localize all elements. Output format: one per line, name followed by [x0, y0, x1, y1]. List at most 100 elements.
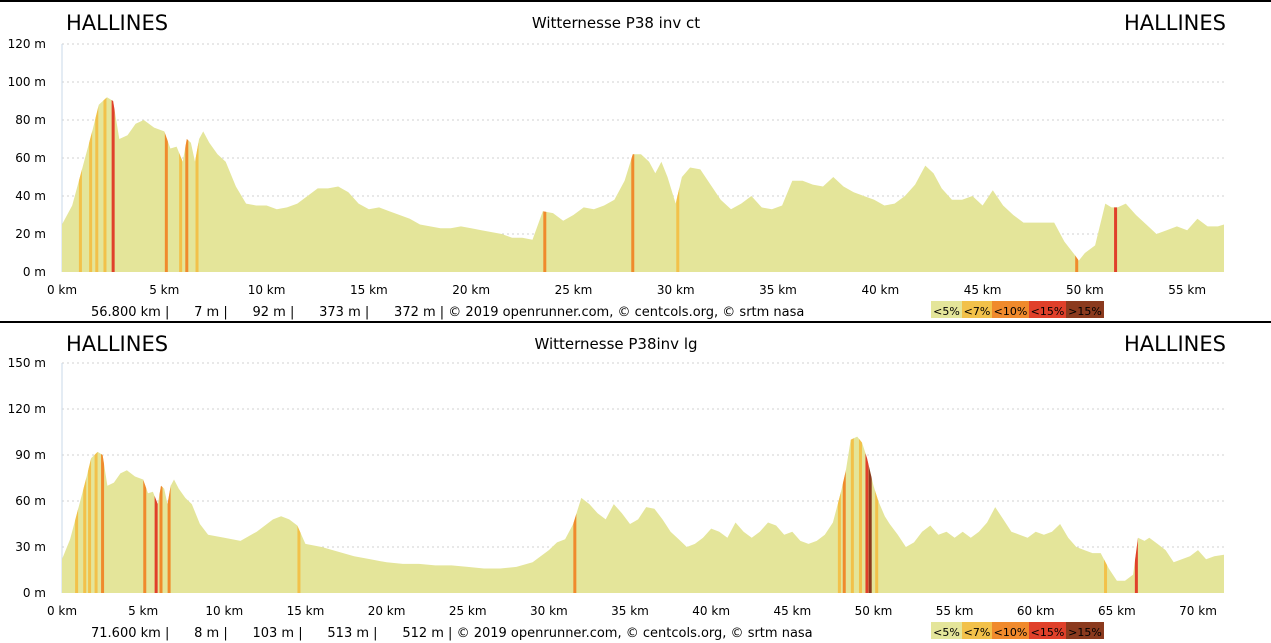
x-tick-label: 45 km: [964, 283, 1002, 297]
x-tick-label: 35 km: [759, 283, 797, 297]
x-tick-label: 70 km: [1179, 604, 1217, 618]
x-tick-label: 40 km: [692, 604, 730, 618]
x-tick-label: 0 km: [47, 604, 77, 618]
steep-segment: [185, 97, 189, 272]
legend-label: <15%: [1031, 305, 1065, 318]
legend-label: <7%: [964, 305, 991, 318]
steep-segment: [159, 436, 163, 593]
legend-label: <15%: [1031, 626, 1065, 639]
y-tick-label: 0 m: [23, 586, 46, 600]
legend-label: >15%: [1068, 626, 1102, 639]
legend-swatch: [1029, 622, 1066, 639]
y-tick-label: 120 m: [8, 402, 46, 416]
y-tick-label: 60 m: [15, 151, 46, 165]
legend-swatch: [1029, 301, 1066, 318]
steep-segment: [167, 436, 171, 593]
chart-title: Witternesse P38 inv ct: [532, 14, 700, 32]
start-label: HALLINES: [66, 11, 168, 35]
end-label: HALLINES: [1124, 332, 1226, 356]
x-tick-label: 15 km: [287, 604, 325, 618]
elevation-chart-svg: HALLINES HALLINES Witternesse P38inv lg 0 m…: [8, 332, 1226, 641]
x-tick-label: 35 km: [611, 604, 649, 618]
steep-segment: [179, 97, 183, 272]
y-tick-label: 40 m: [15, 189, 46, 203]
steep-segment: [78, 97, 82, 272]
legend-label: <5%: [933, 626, 960, 639]
x-tick-label: 25 km: [449, 604, 487, 618]
x-tick-label: 5 km: [149, 283, 179, 297]
x-tick-label: 10 km: [205, 604, 243, 618]
x-tick-label: 10 km: [248, 283, 286, 297]
y-tick-label: 90 m: [15, 448, 46, 462]
x-tick-label: 45 km: [773, 604, 811, 618]
steep-segment: [297, 436, 301, 593]
legend-swatch: [992, 301, 1029, 318]
steep-segment: [95, 97, 99, 272]
y-tick-label: 120 m: [8, 37, 46, 51]
x-tick-label: 20 km: [368, 604, 406, 618]
y-tick-label: 60 m: [15, 494, 46, 508]
x-tick-label: 40 km: [861, 283, 899, 297]
elevation-profile-long: HALLINES HALLINES Witternesse P38inv lg 0 m…: [0, 321, 1271, 641]
y-tick-label: 150 m: [8, 356, 46, 370]
steep-segment: [573, 436, 577, 593]
y-tick-label: 80 m: [15, 113, 46, 127]
steep-segment: [875, 436, 879, 593]
x-tick-label: 60 km: [1017, 604, 1055, 618]
legend-label: <7%: [964, 626, 991, 639]
x-tick-label: 20 km: [452, 283, 490, 297]
steep-segment: [94, 436, 98, 593]
x-tick-label: 15 km: [350, 283, 388, 297]
steep-segment: [850, 436, 854, 593]
steep-segment: [83, 436, 87, 593]
steep-segment: [631, 97, 635, 272]
legend-swatch: [931, 622, 962, 639]
steep-segment: [89, 97, 93, 272]
x-tick-label: 5 km: [128, 604, 158, 618]
end-label: HALLINES: [1124, 11, 1226, 35]
elevation-area: [62, 436, 1224, 593]
footer-stats: 56.800 km | 7 m | 92 m | 373 m | 372 m |…: [91, 305, 804, 320]
steep-segment: [154, 436, 158, 593]
steep-segment: [103, 97, 107, 272]
x-tick-label: 55 km: [936, 604, 974, 618]
steep-segment: [842, 436, 846, 593]
legend-swatch: [1066, 622, 1104, 639]
y-tick-label: 30 m: [15, 540, 46, 554]
steep-segment: [164, 97, 168, 272]
steep-segment: [195, 97, 199, 272]
steep-segment: [143, 436, 147, 593]
elevation-area: [62, 97, 1224, 272]
steep-segment: [111, 97, 115, 272]
legend-swatch: [931, 301, 962, 318]
y-tick-label: 100 m: [8, 75, 46, 89]
y-tick-label: 0 m: [23, 265, 46, 279]
start-label: HALLINES: [66, 332, 168, 356]
elevation-chart-svg: HALLINES HALLINES Witternesse P38 inv ct 0 …: [8, 11, 1226, 320]
legend-swatch: [992, 622, 1029, 639]
x-tick-label: 55 km: [1168, 283, 1206, 297]
steep-segment: [88, 436, 92, 593]
x-tick-label: 65 km: [1098, 604, 1136, 618]
elevation-profile-short: HALLINES HALLINES Witternesse P38 inv ct 0 …: [0, 0, 1271, 320]
chart-title: Witternesse P38inv lg: [534, 335, 697, 353]
legend-label: >15%: [1068, 305, 1102, 318]
x-tick-label: 30 km: [657, 283, 695, 297]
steep-segment: [1114, 97, 1118, 272]
steep-segment: [858, 436, 862, 593]
legend-swatch: [962, 301, 992, 318]
legend-swatch: [1066, 301, 1104, 318]
footer-stats: 71.600 km | 8 m | 103 m | 513 m | 512 m …: [91, 626, 813, 641]
y-tick-label: 20 m: [15, 227, 46, 241]
steep-segment: [868, 436, 872, 593]
x-tick-label: 25 km: [555, 283, 593, 297]
steep-segment: [1104, 436, 1108, 593]
x-tick-label: 50 km: [855, 604, 893, 618]
legend-swatch: [962, 622, 992, 639]
legend-label: <5%: [933, 305, 960, 318]
legend-label: <10%: [994, 626, 1028, 639]
steep-segment: [837, 436, 841, 593]
x-tick-label: 0 km: [47, 283, 77, 297]
steep-segment: [865, 436, 869, 593]
steep-segment: [1134, 436, 1138, 593]
